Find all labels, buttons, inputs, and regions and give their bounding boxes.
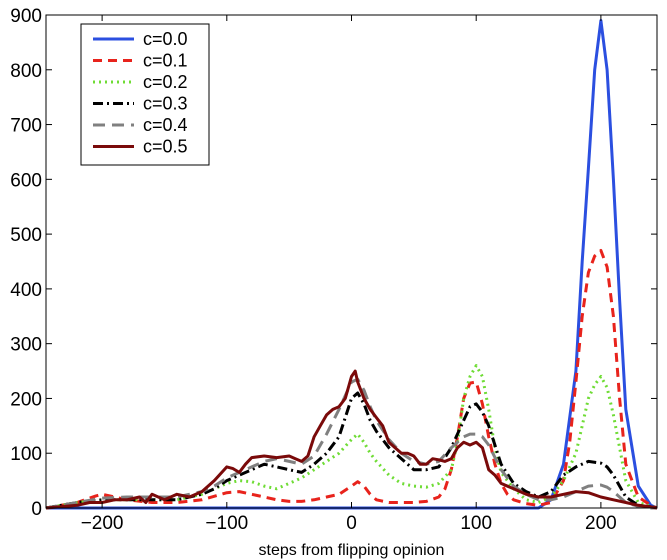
series-line-5 <box>45 369 658 510</box>
series-group <box>45 19 658 510</box>
y-tick-label: 200 <box>10 389 42 410</box>
series-line-3 <box>45 391 658 510</box>
y-tick-label: 600 <box>10 170 42 191</box>
legend-label-0: c=0.0 <box>143 29 188 49</box>
y-tick-label: 400 <box>10 280 42 301</box>
y-tick-label: 700 <box>10 116 42 137</box>
legend-box <box>80 23 210 166</box>
x-tick-label: 100 <box>460 513 492 534</box>
legend-label-4: c=0.4 <box>143 115 188 135</box>
ticks-group: −200 −100 0 100 200 0 100 200 300 400 500 600 700 800… <box>10 6 657 534</box>
legend-label-2: c=0.2 <box>143 72 188 92</box>
y-tick-label: 300 <box>10 335 42 356</box>
y-tick-label: 100 <box>10 444 42 465</box>
y-tick-label: 800 <box>10 61 42 82</box>
legend-label-3: c=0.3 <box>143 94 188 114</box>
y-tick-label: 900 <box>10 6 42 27</box>
x-tick-label: −100 <box>205 513 248 534</box>
x-tick-label: −200 <box>81 513 124 534</box>
y-tick-label: 0 <box>31 499 42 520</box>
x-tick-label: 200 <box>585 513 617 534</box>
series-line-2 <box>45 364 658 510</box>
x-axis-title: steps from flipping opinion <box>259 542 445 559</box>
y-tick-label: 500 <box>10 225 42 246</box>
legend-label-5: c=0.5 <box>143 137 188 157</box>
x-tick-label: 0 <box>346 513 357 534</box>
legend: c=0.0c=0.1c=0.2c=0.3c=0.4c=0.5 <box>80 23 210 166</box>
legend-label-1: c=0.1 <box>143 51 188 71</box>
